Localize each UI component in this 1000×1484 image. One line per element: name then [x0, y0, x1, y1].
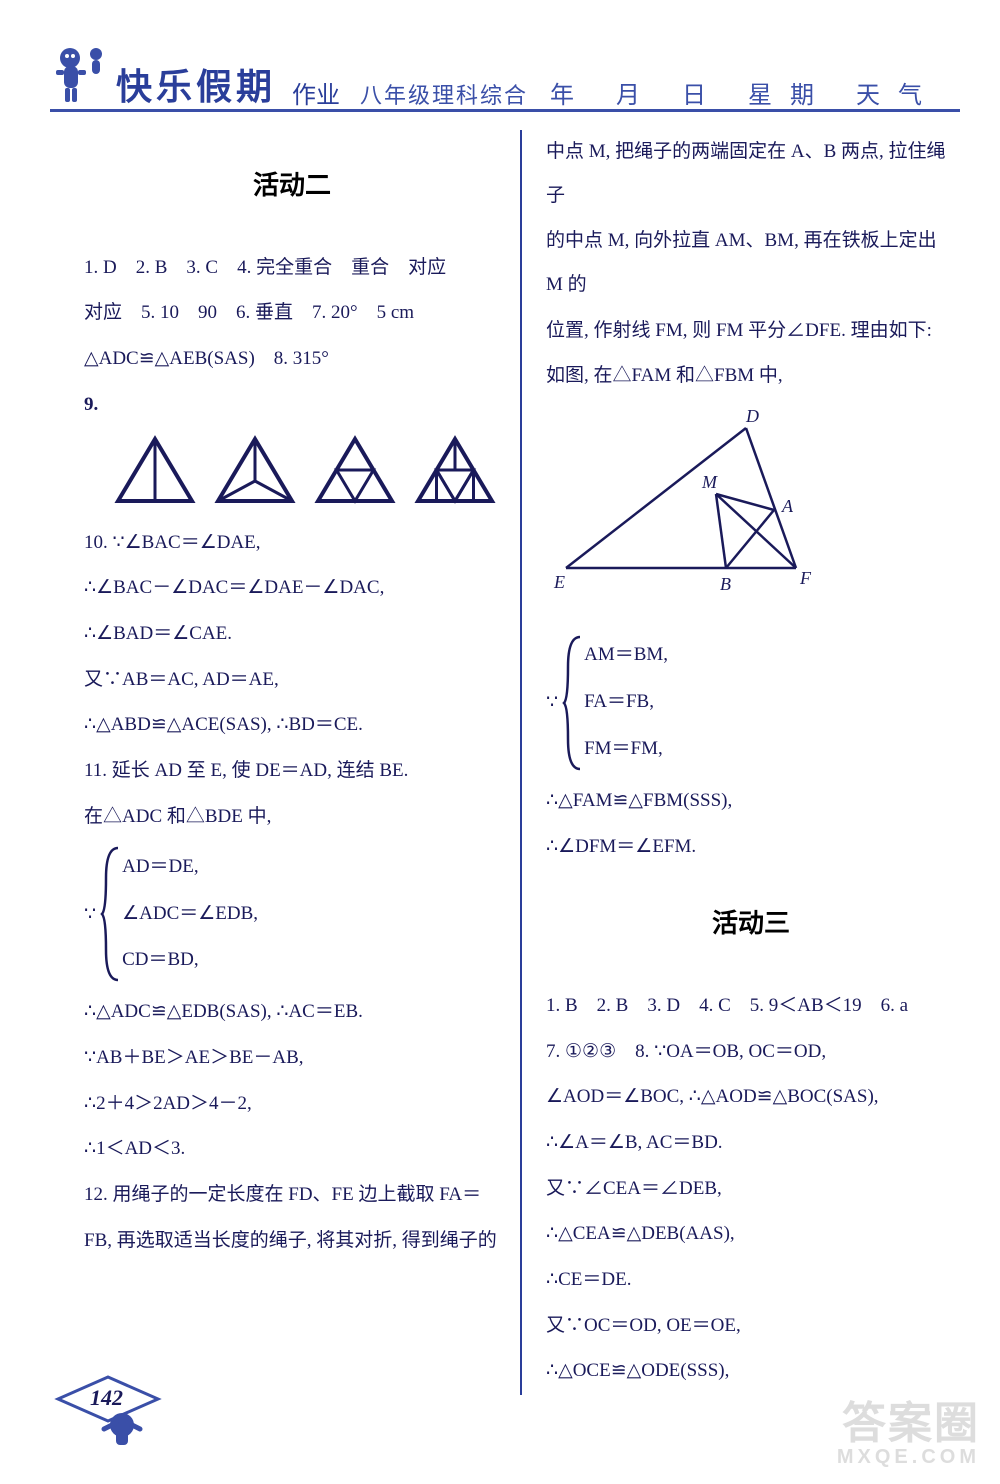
svg-text:M: M	[701, 472, 718, 492]
brace-line: AD＝DE,	[122, 845, 258, 889]
column-right: 中点 M, 把绳子的两端固定在 A、B 两点, 拉住绳子 的中点 M, 向外拉直…	[520, 130, 956, 1395]
brace-group: ∵ AM＝BM, FA＝FB, FM＝FM,	[546, 633, 956, 773]
brace-line: FM＝FM,	[584, 727, 668, 771]
page-header: 快乐假期 作业 八年级理科综合 年 月 日 星期 天气	[0, 0, 1000, 120]
text-line: ∴△ABD≌△ACE(SAS), ∴BD＝CE.	[84, 703, 500, 747]
text-line: ∵AB＋BE＞AE＞BE－AB,	[84, 1036, 500, 1080]
q9-triangles	[112, 433, 500, 507]
svg-text:142: 142	[90, 1385, 123, 1410]
header-rule	[50, 109, 960, 112]
text-line: 又∵∠CEA＝∠DEB,	[546, 1167, 956, 1211]
brace-line: ∠ADC＝∠EDB,	[122, 892, 258, 936]
watermark: 答案圈 MXQE.COM	[837, 1401, 980, 1468]
content-columns: 活动二 1. D 2. B 3. C 4. 完全重合 重合 对应 对应 5. 1…	[0, 120, 1000, 1395]
section-title-3: 活动三	[546, 894, 956, 954]
brace-group: ∵ AD＝DE, ∠ADC＝∠EDB, CD＝BD,	[84, 844, 500, 984]
label: 9.	[84, 394, 98, 415]
header-date-fields: 年 月 日 星期 天气	[550, 75, 950, 110]
text-line: 11. 延长 AD 至 E, 使 DE＝AD, 连结 BE.	[84, 749, 500, 793]
column-left: 活动二 1. D 2. B 3. C 4. 完全重合 重合 对应 对应 5. 1…	[84, 130, 520, 1395]
text-line: 又∵OC＝OD, OE＝OE,	[546, 1304, 956, 1348]
text-line: 位置, 作射线 FM, 则 FM 平分∠DFE. 理由如下:	[546, 309, 956, 353]
text-line: 10. ∵∠BAC＝∠DAE,	[84, 521, 500, 565]
geometry-diagram: D M A E B F	[546, 408, 956, 615]
text-line: 又∵AB＝AC, AD＝AE,	[84, 658, 500, 702]
text-line: ∴∠DFM＝∠EFM.	[546, 825, 956, 869]
text-line: 对应 5. 10 90 6. 垂直 7. 20° 5 cm	[84, 291, 500, 335]
watermark-line2: MXQE.COM	[837, 1447, 980, 1468]
header-title-main: 快乐假期	[116, 58, 276, 110]
text-line: ∴2＋4＞2AD＞4－2,	[84, 1082, 500, 1126]
text-line: 在△ADC 和△BDE 中,	[84, 795, 500, 839]
text-line: ∠AOD＝∠BOC, ∴△AOD≌△BOC(SAS),	[546, 1075, 956, 1119]
text-line: 中点 M, 把绳子的两端固定在 A、B 两点, 拉住绳子	[546, 130, 956, 217]
triangle-icon	[312, 433, 398, 507]
brace-prefix: ∵	[84, 893, 100, 937]
header-grade: 八年级理科综合	[360, 78, 528, 110]
page-number-badge: 142	[50, 1369, 170, 1449]
svg-text:D: D	[745, 408, 759, 426]
text-line: ∴∠BAD＝∠CAE.	[84, 612, 500, 656]
text-line: ∴CE＝DE.	[546, 1258, 956, 1302]
mascot-icon	[50, 44, 106, 110]
text-line: ∴△ADC≌△EDB(SAS), ∴AC＝EB.	[84, 990, 500, 1034]
text-line: FB, 再选取适当长度的绳子, 将其对折, 得到绳子的	[84, 1219, 500, 1263]
text-line: △ADC≌△AEB(SAS) 8. 315°	[84, 337, 500, 381]
svg-text:B: B	[720, 574, 731, 594]
brace-line: AM＝BM,	[584, 633, 668, 677]
brace-line: CD＝BD,	[122, 938, 258, 982]
text-line: 7. ①②③ 8. ∵OA＝OB, OC＝OD,	[546, 1030, 956, 1074]
left-brace-icon	[562, 633, 584, 773]
triangle-icon	[212, 433, 298, 507]
page-footer: 142	[50, 1369, 170, 1454]
left-brace-icon	[100, 844, 122, 984]
text-line: ∴1＜AD＜3.	[84, 1127, 500, 1171]
text-line: ∴∠A＝∠B, AC＝BD.	[546, 1121, 956, 1165]
text-line: 如图, 在△FAM 和△FBM 中,	[546, 354, 956, 398]
text-line: 的中点 M, 向外拉直 AM、BM, 再在铁板上定出 M 的	[546, 219, 956, 306]
triangle-icon	[412, 433, 498, 507]
svg-text:F: F	[799, 568, 812, 588]
text-line: ∴△OCE≌△ODE(SSS),	[546, 1349, 956, 1393]
watermark-line1: 答案圈	[837, 1401, 980, 1447]
text-line: 1. D 2. B 3. C 4. 完全重合 重合 对应	[84, 246, 500, 290]
q9-label: 9.	[84, 383, 500, 427]
text-line: ∴∠BAC－∠DAC＝∠DAE－∠DAC,	[84, 566, 500, 610]
text-line: 1. B 2. B 3. D 4. C 5. 9＜AB＜19 6. a	[546, 984, 956, 1028]
brace-prefix: ∵	[546, 681, 562, 725]
section-title-2: 活动二	[84, 156, 500, 216]
text-line: ∴△CEA≌△DEB(AAS),	[546, 1212, 956, 1256]
svg-text:E: E	[553, 572, 565, 592]
brace-line: FA＝FB,	[584, 680, 668, 724]
svg-text:A: A	[781, 496, 794, 516]
triangle-icon	[112, 433, 198, 507]
text-line: 12. 用绳子的一定长度在 FD、FE 边上截取 FA＝	[84, 1173, 500, 1217]
header-title-sub: 作业	[292, 75, 340, 110]
text-line: ∴△FAM≌△FBM(SSS),	[546, 779, 956, 823]
